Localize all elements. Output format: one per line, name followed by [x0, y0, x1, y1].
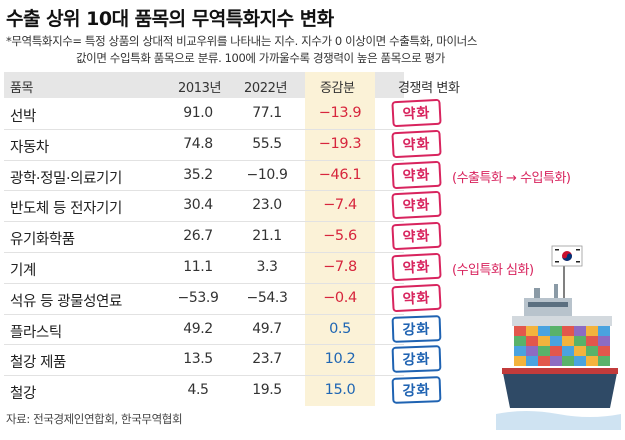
value-2013: 13.5 [183, 351, 213, 368]
row-divider [4, 313, 404, 315]
stamp-weakened: 약화 [391, 160, 442, 189]
diff-value: −13.9 [318, 105, 362, 121]
value-2022: 19.5 [252, 382, 282, 399]
value-2013: 30.4 [183, 197, 213, 214]
value-2013: 4.5 [187, 382, 209, 399]
header-diff: 증감분 [320, 81, 355, 96]
chart-title: 수출 상위 10대 품목의 무역특화지수 변화 [6, 8, 334, 30]
stamp-weakened: 약화 [391, 252, 442, 282]
value-2022: 3.3 [256, 259, 278, 275]
row-divider [4, 159, 404, 161]
value-2013: 35.2 [183, 166, 213, 183]
value-2022: 23.7 [252, 351, 282, 368]
item-name: 석유 등 광물성연료 [10, 293, 122, 310]
stamp-weakened: 약화 [391, 221, 442, 251]
header-item: 품목 [10, 81, 34, 96]
header-competitiveness: 경쟁력 변화 [398, 81, 460, 96]
diff-value: −5.6 [323, 228, 357, 245]
diff-column-highlight [305, 72, 375, 406]
diff-value: 10.2 [324, 351, 356, 368]
value-2013: 74.8 [183, 135, 213, 152]
value-2013: 91.0 [183, 105, 213, 121]
row-divider [4, 252, 404, 253]
stamp-weakened: 약화 [391, 98, 442, 128]
value-2022: 23.0 [252, 197, 282, 214]
stamp-weakened: 약화 [391, 191, 442, 220]
row-divider [4, 344, 404, 346]
item-name: 선박 [10, 109, 36, 125]
value-2022: −54.3 [246, 289, 288, 306]
source-note: 자료: 전국경제인연합회, 한국무역협회 [6, 412, 183, 426]
value-2022: 55.5 [252, 135, 282, 152]
row-divider [4, 221, 404, 223]
item-name: 자동차 [10, 139, 49, 156]
value-2022: −10.9 [246, 166, 288, 183]
diff-value: −0.4 [323, 289, 357, 306]
diff-value: 15.0 [324, 382, 356, 399]
stamp-strengthened: 강화 [391, 345, 442, 374]
diff-value: −7.4 [323, 197, 357, 214]
container-ship-illustration [496, 245, 621, 430]
value-2013: 26.7 [183, 228, 213, 245]
value-2013: −53.9 [177, 289, 219, 306]
item-name: 철강 제품 [10, 355, 66, 372]
korean-flag-icon [551, 245, 583, 300]
footnote-line-1: *무역특화지수= 특정 상품의 상대적 비교우위를 나타내는 지수. 지수가 0… [6, 34, 478, 48]
row-divider [4, 282, 404, 284]
row-divider [4, 190, 404, 192]
item-name: 철강 [10, 386, 36, 403]
diff-value: 0.5 [329, 320, 351, 337]
value-2022: 49.7 [252, 320, 282, 337]
competitiveness-change-note: (수입특화 심화) [452, 263, 534, 278]
item-name: 유기화학품 [10, 232, 75, 249]
value-2013: 49.2 [183, 320, 213, 337]
diff-value: −19.3 [318, 135, 362, 152]
item-name: 광학·정밀·의료기기 [10, 170, 122, 187]
stamp-strengthened: 강화 [391, 314, 442, 343]
row-divider [4, 375, 404, 377]
value-2013: 11.1 [183, 259, 213, 275]
item-name: 플라스틱 [10, 324, 62, 341]
item-name: 기계 [10, 263, 36, 279]
footnote-line-2: 값이면 수입특화 품목으로 분류. 100에 가까울수록 경쟁력이 높은 품목으… [76, 51, 445, 65]
diff-value: −46.1 [318, 166, 362, 183]
stamp-weakened: 약화 [391, 283, 442, 313]
item-name: 반도체 등 전자기기 [10, 201, 122, 218]
diff-value: −7.8 [323, 259, 357, 275]
header-2013: 2013년 [178, 81, 222, 96]
stamp-strengthened: 강화 [391, 376, 442, 405]
row-divider [4, 128, 404, 130]
value-2022: 21.1 [252, 228, 282, 245]
competitiveness-change-note: (수출특화 → 수입특화) [452, 170, 571, 186]
value-2022: 77.1 [252, 105, 282, 121]
header-2022: 2022년 [244, 81, 288, 96]
stamp-weakened: 약화 [391, 129, 442, 159]
